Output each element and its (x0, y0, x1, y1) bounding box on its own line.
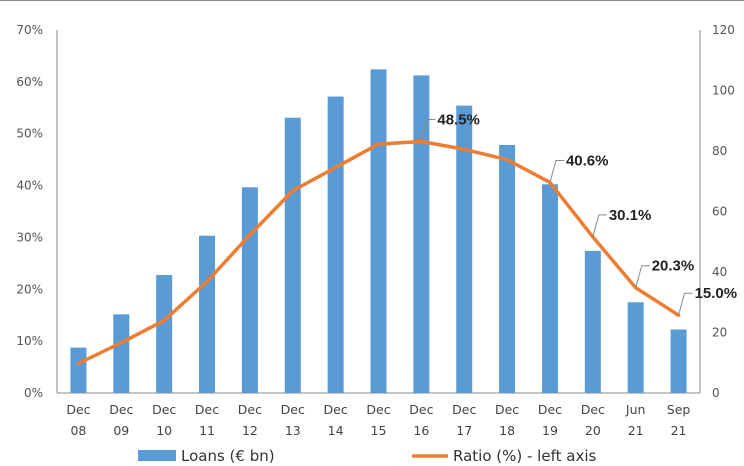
x-tick-label: 11 (199, 423, 215, 438)
data-label: 30.1% (609, 207, 652, 224)
x-tick-label: 19 (542, 423, 558, 438)
data-label-leader (678, 292, 693, 316)
data-label-leader (549, 159, 564, 183)
data-label: 48.5% (437, 111, 480, 128)
legend: Loans (€ bn) Ratio (%) - left axis (138, 447, 596, 465)
right-axis: 0 20 40 60 80 100 120 (712, 23, 735, 400)
x-tick-label: 21 (628, 423, 644, 438)
legend-swatch-loans (138, 450, 176, 461)
loans-bar (670, 329, 687, 393)
data-label: 15.0% (695, 285, 738, 302)
x-tick-label: 18 (499, 423, 515, 438)
legend-label-ratio: Ratio (%) - left axis (453, 447, 596, 465)
x-tick-label: Dec (538, 402, 562, 417)
x-tick-label: Dec (66, 402, 90, 417)
x-tick-label: 14 (328, 423, 344, 438)
loans-bar (113, 314, 130, 393)
x-tick-label: Dec (452, 402, 476, 417)
x-tick-label: 21 (671, 423, 687, 438)
left-tick-label: 20% (16, 282, 43, 296)
loans-bar (327, 96, 344, 394)
x-tick-label: Dec (195, 402, 219, 417)
x-tick-label: 12 (242, 423, 258, 438)
x-tick-label: Dec (409, 402, 433, 417)
ratio-line (76, 139, 681, 366)
x-tick-label: 17 (456, 423, 472, 438)
x-tick-label: 10 (156, 423, 172, 438)
x-tick-label: Dec (109, 402, 133, 417)
data-label-leader (420, 118, 436, 142)
x-tick-label: 15 (371, 423, 387, 438)
left-tick-label: 50% (16, 127, 43, 141)
right-tick-label: 120 (712, 23, 735, 37)
loans-bar (456, 105, 473, 393)
loans-bar (413, 75, 430, 393)
x-tick-label: Dec (324, 402, 348, 417)
x-axis: Dec 08 Dec 09 Dec 10 Dec 11 Dec 12 Dec 13 Dec 14 Dec 15… (66, 402, 690, 438)
ratio-series-line (76, 139, 681, 366)
loans-bar (70, 347, 87, 393)
x-tick-label: Dec (366, 402, 390, 417)
data-labels: 48.5% 40.6% 30.1% 20.3%15.0% (420, 111, 738, 316)
data-label-leader (592, 214, 607, 238)
loans-bar (199, 235, 216, 393)
x-tick-label: Dec (238, 402, 262, 417)
legend-label-loans: Loans (€ bn) (181, 447, 275, 465)
data-label-leader (635, 265, 650, 288)
data-label: 20.3% (652, 258, 695, 275)
x-tick-label: 08 (70, 423, 86, 438)
x-tick-label: 09 (113, 423, 129, 438)
x-tick-label: Dec (281, 402, 305, 417)
loans-bar (584, 250, 601, 393)
right-tick-label: 100 (712, 84, 735, 98)
loans-bar (541, 184, 558, 393)
x-tick-label: Sep (667, 402, 691, 417)
x-tick-label: Dec (495, 402, 519, 417)
right-tick-label: 20 (712, 326, 727, 340)
loans-bar (156, 275, 173, 393)
left-tick-label: 30% (16, 230, 43, 244)
loans-bar (627, 302, 644, 393)
loans-bar (370, 69, 387, 393)
left-axis: 0% 10% 20% 30% 40% 50% 60% 70% (16, 23, 43, 400)
x-tick-label: 16 (413, 423, 429, 438)
x-tick-label: Dec (152, 402, 176, 417)
loans-bar (241, 187, 258, 393)
data-label: 40.6% (566, 152, 609, 169)
left-tick-label: 60% (16, 75, 43, 89)
left-tick-label: 70% (16, 23, 43, 37)
x-tick-label: Jun (625, 402, 646, 417)
left-tick-label: 10% (16, 334, 43, 348)
x-tick-label: 13 (285, 423, 301, 438)
loans-bar (499, 144, 516, 393)
left-tick-label: 0% (24, 386, 43, 400)
right-tick-label: 40 (712, 265, 727, 279)
left-tick-label: 40% (16, 179, 43, 193)
loans-bar (284, 117, 301, 393)
right-tick-label: 60 (712, 205, 727, 219)
right-tick-label: 80 (712, 144, 727, 158)
x-tick-label: 20 (585, 423, 601, 438)
x-tick-label: Dec (581, 402, 605, 417)
right-tick-label: 0 (712, 386, 720, 400)
